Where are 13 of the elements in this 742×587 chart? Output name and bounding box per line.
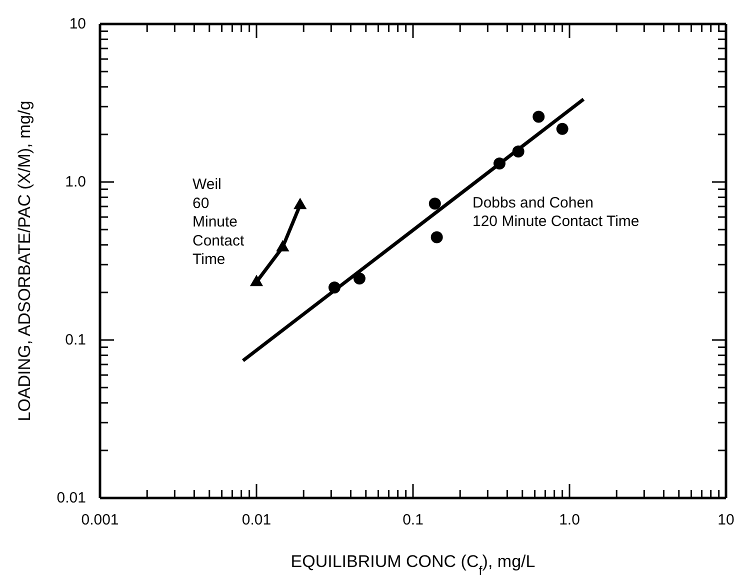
x-axis-title: EQUILIBRIUM CONC (C$_{f}$), mg/L — [290, 552, 536, 578]
annotation: Dobbs and Cohen 120 Minute Contact Time — [472, 194, 640, 230]
y-tick-label: 10 — [69, 16, 86, 32]
x-tick-label: 0.01 — [242, 512, 272, 529]
x-tick-label: 0.1 — [402, 512, 424, 529]
y-tick-label: 0.1 — [65, 332, 86, 348]
x-tick-label: 1.0 — [559, 512, 580, 529]
annotation: Weil 60 Minute Contact Time — [192, 176, 246, 268]
y-tick-label: 0.01 — [56, 490, 86, 506]
x-tick-label: 10 — [718, 512, 734, 529]
y-tick-label: 1.0 — [65, 174, 86, 190]
x-tick-label: 0.001 — [81, 512, 119, 529]
y-axis-title: LOADING, ADSORBATE/PAC (X/M), mg/g — [15, 100, 34, 422]
